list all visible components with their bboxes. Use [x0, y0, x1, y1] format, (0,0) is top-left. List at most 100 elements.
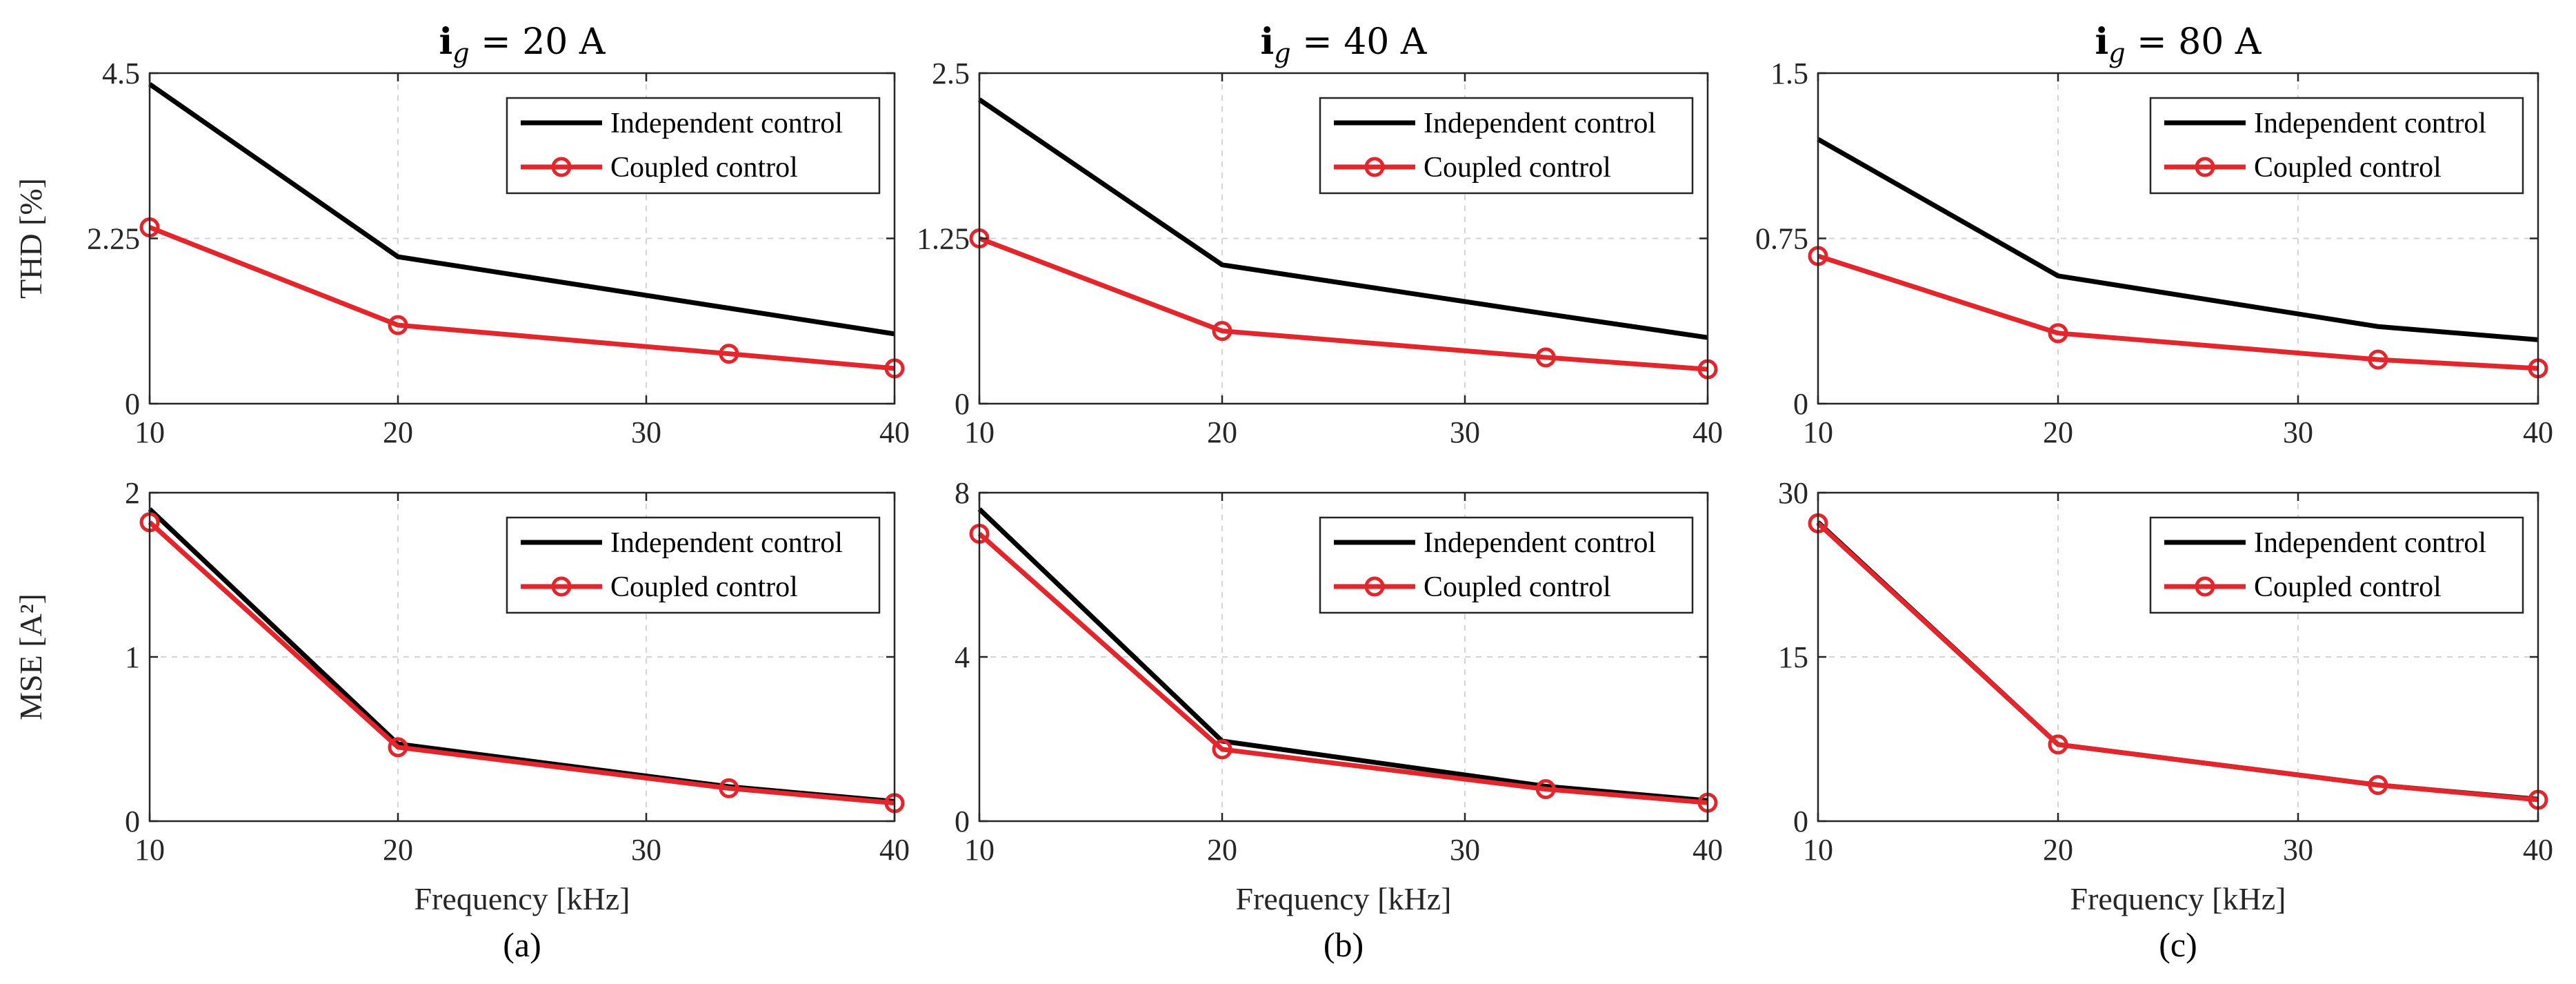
- coupled-control-line: [977, 531, 1708, 805]
- x-tick-label: 20: [383, 833, 413, 867]
- y-tick-label: 0: [955, 387, 970, 421]
- panel-title: ig = 80 A: [2095, 21, 2262, 68]
- panel-a-bottom: 10 20 30 40 0 1 2 MSE [A²] Frequency [kHz] (a) Ind…: [13, 476, 910, 964]
- x-tick-label: 40: [2523, 833, 2553, 867]
- title-subscript: g: [2108, 38, 2125, 68]
- legend-independent-label: Independent control: [610, 108, 843, 139]
- y-tick-label: 0: [125, 805, 140, 838]
- legend: Independent control Coupled control: [506, 516, 881, 614]
- x-tick-label: 30: [2283, 833, 2313, 867]
- title-subscript: g: [452, 38, 469, 68]
- legend-coupled-label: Coupled control: [2254, 152, 2442, 184]
- legend-coupled-marker: [1364, 157, 1385, 177]
- legend-box: [506, 97, 881, 195]
- y-tick-label: 0: [1793, 805, 1808, 838]
- legend-independent-label: Independent control: [610, 527, 843, 559]
- coupled-control-line: [148, 225, 895, 371]
- coupled-control-marker: [719, 778, 739, 798]
- panel-caption: (c): [2159, 925, 2197, 964]
- y-tick-label: 1.5: [1770, 57, 1808, 90]
- legend-coupled-label: Coupled control: [1424, 571, 1611, 603]
- coupled-control-marker: [1212, 739, 1232, 760]
- coupled-control-line: [978, 236, 1708, 372]
- x-tick-label: 10: [964, 415, 995, 449]
- x-tick-label: 10: [134, 833, 165, 867]
- panel-caption: (a): [503, 925, 541, 964]
- legend-coupled-label: Coupled control: [610, 152, 798, 184]
- legend: Independent control Coupled control: [506, 97, 881, 195]
- x-tick-label: 10: [1803, 415, 1833, 449]
- legend-box: [1319, 516, 1694, 614]
- independent-control-line: [148, 82, 895, 337]
- y-tick-label: 2.5: [932, 57, 970, 90]
- y-tick-label: 30: [1778, 476, 1808, 510]
- x-tick-label: 30: [1450, 415, 1480, 449]
- x-tick-label: 20: [2043, 415, 2073, 449]
- coupled-control-marker: [2048, 734, 2068, 755]
- legend-box: [1319, 97, 1694, 195]
- legend: Independent control Coupled control: [1319, 97, 1694, 195]
- panel-c-top: 10 20 30 40 0 0.75 1.5 ig = 80 A Independent con…: [1755, 21, 2553, 449]
- panel-a-top: 10 20 30 40 0 2.25 4.5 THD [%] ig = 20 A Independ…: [13, 21, 910, 449]
- coupled-control-marker: [1212, 321, 1232, 342]
- coupled-control-line: [1816, 521, 2539, 803]
- legend-independent-label: Independent control: [2254, 108, 2486, 139]
- x-axis-label: Frequency [kHz]: [1236, 881, 1452, 916]
- x-tick-label: 40: [1693, 415, 1723, 449]
- coupled-control-marker: [388, 737, 408, 758]
- panel-title: ig = 40 A: [1261, 21, 1428, 68]
- legend: Independent control Coupled control: [2149, 516, 2524, 614]
- x-axis-label: Frequency [kHz]: [415, 881, 630, 916]
- coupled-control-marker: [1535, 347, 1556, 368]
- independent-control-line: [1817, 137, 2539, 342]
- legend-coupled-marker: [2195, 576, 2215, 597]
- y-tick-label: 4: [955, 640, 970, 674]
- coupled-control-line: [148, 520, 895, 806]
- x-tick-label: 30: [2283, 415, 2313, 449]
- x-tick-label: 10: [134, 415, 165, 449]
- x-tick-label: 20: [1207, 833, 1237, 867]
- legend-independent-label: Independent control: [2254, 527, 2486, 559]
- title-value: = 40 A: [1291, 21, 1428, 63]
- x-tick-label: 10: [1803, 833, 1833, 867]
- y-tick-label: 1: [125, 640, 140, 674]
- x-tick-label: 40: [879, 415, 910, 449]
- y-tick-label: 15: [1778, 640, 1808, 674]
- legend-box: [506, 516, 881, 614]
- y-tick-label: 0: [125, 387, 140, 421]
- y-tick-label: 0: [1793, 387, 1808, 421]
- panel-c-bottom: 10 20 30 40 0 15 30 Frequency [kHz] (c) Independe…: [1778, 476, 2553, 964]
- legend-coupled-marker: [551, 157, 572, 177]
- y-tick-label: 1.25: [917, 222, 970, 256]
- coupled-control-line: [1817, 253, 2539, 371]
- panel-caption: (b): [1324, 925, 1364, 964]
- y-tick-label: 2.25: [87, 222, 140, 256]
- x-tick-label: 20: [1207, 415, 1237, 449]
- y-tick-label: 4.5: [102, 57, 140, 90]
- y-axis-label: MSE [A²]: [13, 593, 48, 720]
- legend-coupled-marker: [1364, 576, 1385, 597]
- independent-control-line: [977, 507, 1708, 803]
- legend-coupled-marker: [2195, 157, 2215, 177]
- x-tick-label: 40: [1693, 833, 1723, 867]
- x-tick-label: 20: [2043, 833, 2073, 867]
- title-value: = 80 A: [2126, 21, 2262, 63]
- x-tick-label: 30: [631, 833, 661, 867]
- coupled-control-marker: [1535, 779, 1556, 800]
- y-tick-label: 0.75: [1755, 222, 1808, 256]
- x-tick-label: 40: [2523, 415, 2553, 449]
- independent-control-line: [978, 97, 1708, 340]
- title-value: = 20 A: [470, 21, 606, 63]
- legend-box: [2149, 97, 2524, 195]
- coupled-control-marker: [388, 315, 408, 335]
- legend-coupled-marker: [551, 576, 572, 597]
- panel-b-top: 10 20 30 40 0 1.25 2.5 ig = 40 A Independent con…: [917, 21, 1723, 449]
- title-symbol: i: [1261, 21, 1275, 63]
- panel-b-bottom: 10 20 30 40 0 4 8 Frequency [kHz] (b) Independent…: [955, 476, 1723, 964]
- y-tick-label: 0: [955, 805, 970, 838]
- legend-coupled-label: Coupled control: [1424, 152, 1611, 184]
- coupled-control-marker: [2368, 349, 2388, 370]
- x-tick-label: 30: [631, 415, 661, 449]
- y-tick-label: 2: [125, 476, 140, 510]
